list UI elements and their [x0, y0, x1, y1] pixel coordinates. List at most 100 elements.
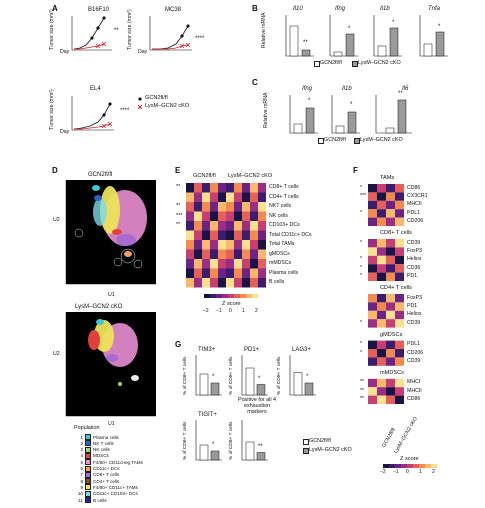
colorbar-segment — [431, 464, 437, 468]
heatmap-cell — [395, 387, 404, 396]
heatmap-cell — [250, 240, 258, 250]
population-swatch — [85, 459, 91, 466]
heatmap-cell — [186, 259, 194, 269]
heatmap-cell — [242, 192, 250, 202]
f-zscore-tick: 1 — [419, 469, 422, 475]
e-zscore-label: Z score — [222, 301, 241, 307]
f-marker-label: MHCII — [407, 387, 422, 394]
f-marker-sig: * — [360, 209, 363, 216]
population-number: 10 — [77, 491, 83, 497]
f-marker-sig: ** — [360, 379, 365, 386]
panel-letter-d: D — [52, 166, 58, 175]
heatmap-cell — [234, 259, 242, 269]
heatmap-cell — [368, 357, 377, 366]
population-label: MDSCs — [93, 453, 109, 459]
heatmap-cell — [368, 200, 377, 210]
plot-a3-xlabel: Day — [60, 129, 70, 135]
heatmap-cell — [386, 264, 395, 273]
d-top-xlabel: U1 — [108, 292, 115, 298]
colorbar-segment — [419, 464, 425, 468]
heatmap-cell — [368, 209, 377, 218]
plot-a3-sig: **** — [120, 108, 130, 114]
heatmap-cell — [226, 268, 234, 278]
heatmap-cell — [234, 268, 242, 278]
f-marker-label: PDL1 — [407, 209, 420, 216]
heatmap-cell — [395, 272, 404, 281]
panel-letter-g: G — [175, 340, 182, 349]
g-bar-ko — [304, 382, 314, 396]
heatmap-cell — [242, 211, 250, 221]
legend-c-wt: GCN2fl/fl — [324, 137, 346, 143]
heatmap-cell — [395, 247, 404, 256]
g-plot-ylabel: % of CD8+ T cells — [277, 356, 282, 395]
population-title: Population — [74, 425, 100, 431]
population-item: 4 MDSCs — [76, 452, 109, 459]
g-plot-title: PD1+ — [244, 347, 260, 353]
g-plot-sig: * — [212, 442, 215, 448]
f-marker-sig: * — [360, 239, 363, 246]
heatmap-cell — [250, 202, 258, 212]
heatmap-cell — [234, 230, 242, 240]
f-group-title: TAMs — [380, 175, 395, 181]
e-row-sig: *** — [176, 212, 183, 219]
heatmap-cell — [395, 340, 404, 349]
heatmap-cell — [386, 247, 395, 256]
heatmap-cell — [368, 184, 377, 193]
heatmap-cell — [202, 240, 210, 250]
heatmap-cell — [242, 221, 250, 231]
heatmap-cell — [186, 202, 194, 212]
e-zscore-tick: −1 — [216, 308, 222, 314]
heatmap-cell — [258, 230, 266, 240]
heatmap-cell — [258, 240, 266, 250]
plot-a3-title: EL4 — [90, 86, 101, 92]
e-row-label: Total CD11c+ DCs — [269, 231, 312, 238]
heatmap-cell — [368, 340, 377, 349]
heatmap-cell — [258, 259, 266, 269]
legend-b-ko: LysM–GCN2 cKO — [358, 60, 401, 66]
heatmap-cell — [202, 268, 210, 278]
f-zscore-tick: 2 — [432, 469, 435, 475]
population-label: CD8+ T cells — [93, 472, 120, 478]
heatmap-cell — [226, 230, 234, 240]
heatmap-cell — [218, 230, 226, 240]
heatmap-cell — [395, 349, 404, 358]
heatmap-cell — [242, 259, 250, 269]
g-bar-wt — [245, 367, 255, 396]
heatmap-cell — [186, 249, 194, 259]
heatmap-cell — [242, 240, 250, 250]
colorbar-segment — [210, 294, 216, 298]
population-number: 4 — [80, 453, 83, 459]
heatmap-cell — [186, 192, 194, 202]
f-marker-label: CD39 — [407, 239, 421, 246]
heatmap-cell — [395, 209, 404, 218]
e-col-ko: LysM–GCN2 cKO — [228, 173, 273, 179]
heatmap-cell — [377, 209, 386, 218]
heatmap-cell — [386, 255, 395, 265]
population-number: 8 — [80, 478, 83, 484]
g-bar-wt — [199, 373, 209, 396]
g-plot-ylabel: % of CD8+ T cells — [183, 421, 188, 460]
population-item: 2 NK T cells — [76, 440, 114, 447]
heatmap-cell — [194, 249, 202, 259]
heatmap-cell — [242, 278, 250, 288]
population-number: 6 — [80, 466, 83, 471]
population-swatch — [85, 478, 91, 485]
heatmap-cell — [386, 200, 395, 210]
heatmap-cell — [395, 302, 404, 311]
heatmap-cell — [258, 268, 266, 278]
heatmap-cell — [250, 192, 258, 202]
g-plot-sig: ** — [258, 443, 263, 450]
heatmap-cell — [226, 278, 234, 288]
heatmap-cell — [194, 240, 202, 250]
heatmap-cell — [377, 184, 386, 193]
c-sig-il1b: * — [350, 102, 353, 108]
heatmap-cell — [250, 221, 258, 231]
g-plot-sig: * — [212, 374, 215, 380]
plot-a1-xlabel: Day — [60, 49, 70, 55]
population-label: Plasma cells — [93, 434, 119, 440]
heatmap-cell — [368, 319, 377, 328]
heatmap-cell — [202, 221, 210, 231]
colorbar-segment — [246, 294, 252, 298]
population-swatch — [85, 434, 91, 440]
